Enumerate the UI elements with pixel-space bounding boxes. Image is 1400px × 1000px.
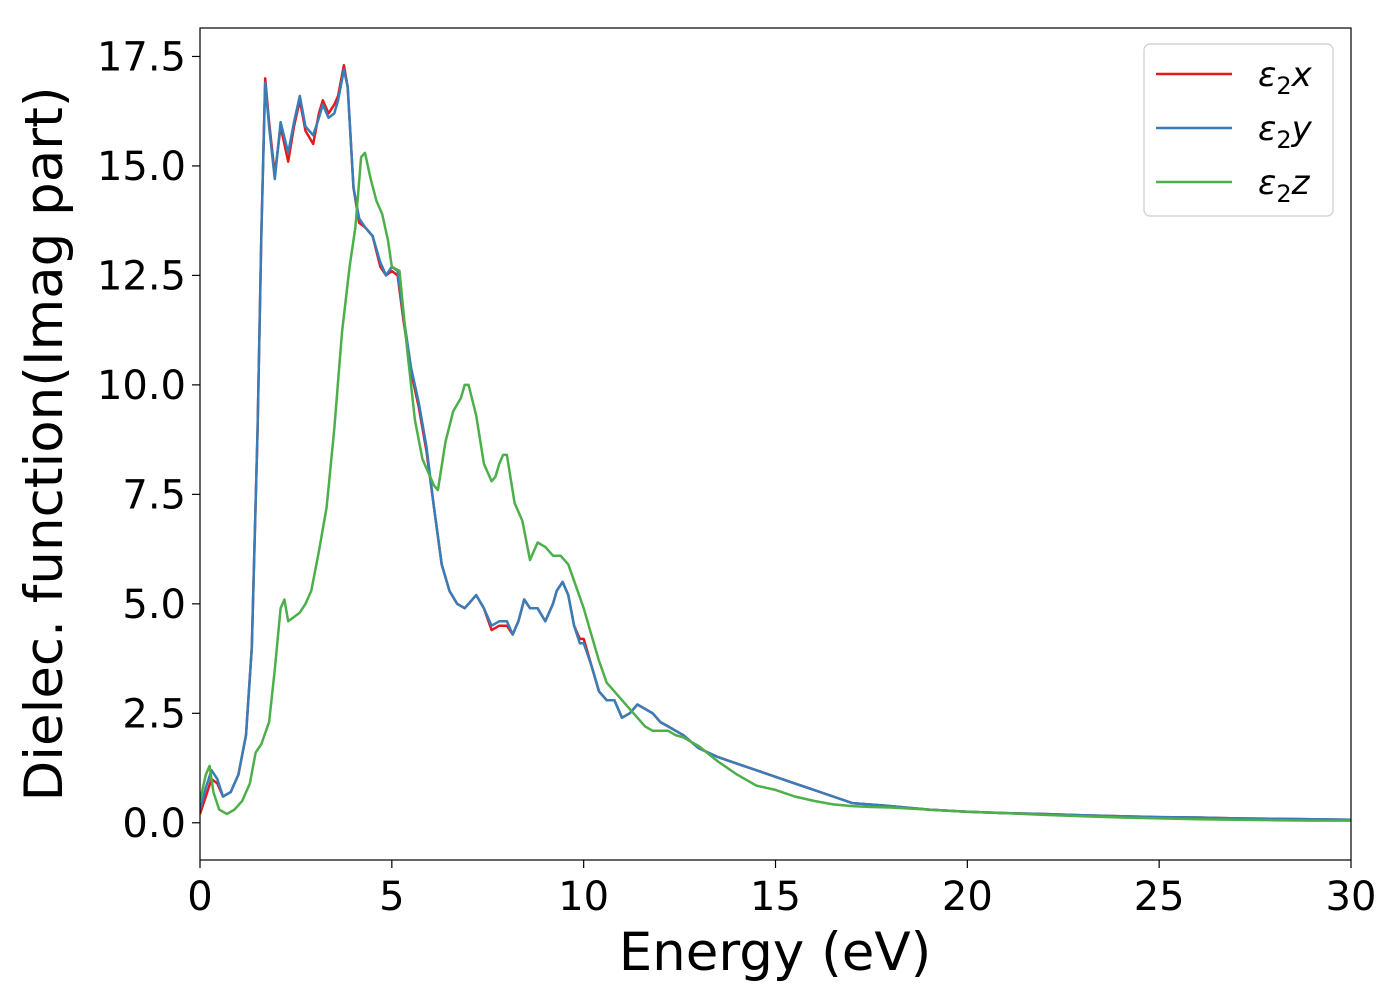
x-tick-label: 20 — [942, 874, 993, 920]
y-tick-label: 12.5 — [97, 253, 186, 299]
legend-label-y: ε2y — [1258, 109, 1313, 154]
x-tick-label: 10 — [558, 874, 609, 920]
x-tick-label: 25 — [1134, 874, 1185, 920]
axis-ticks: 0 5 10 15 20 25 30 0.0 2.5 5.0 7.5 10.0 12.5 15.0 17.5 — [97, 34, 1377, 920]
x-tick-label: 0 — [187, 874, 212, 920]
x-axis-label: Energy (eV) — [619, 922, 932, 983]
y-tick-label: 15.0 — [97, 144, 186, 190]
y-tick-label: 5.0 — [122, 582, 186, 628]
legend-box — [1143, 43, 1334, 217]
x-tick-label: 15 — [750, 874, 801, 920]
y-tick-label: 10.0 — [97, 363, 186, 409]
series-line-y — [200, 68, 1351, 821]
y-axis-label: Dielec. function(Imag part) — [14, 86, 75, 801]
legend: ε2x ε2y ε2z — [1143, 43, 1334, 217]
x-tick-label: 5 — [379, 874, 404, 920]
legend-label-z: ε2z — [1258, 163, 1311, 208]
y-tick-label: 0.0 — [122, 801, 186, 847]
series-line-z — [200, 151, 1351, 822]
series-lines — [200, 63, 1351, 822]
legend-label-x: ε2x — [1258, 55, 1313, 100]
x-tick-label: 30 — [1326, 874, 1377, 920]
y-tick-label: 2.5 — [122, 691, 186, 737]
y-tick-label: 7.5 — [122, 472, 186, 518]
y-tick-label: 17.5 — [97, 34, 186, 80]
